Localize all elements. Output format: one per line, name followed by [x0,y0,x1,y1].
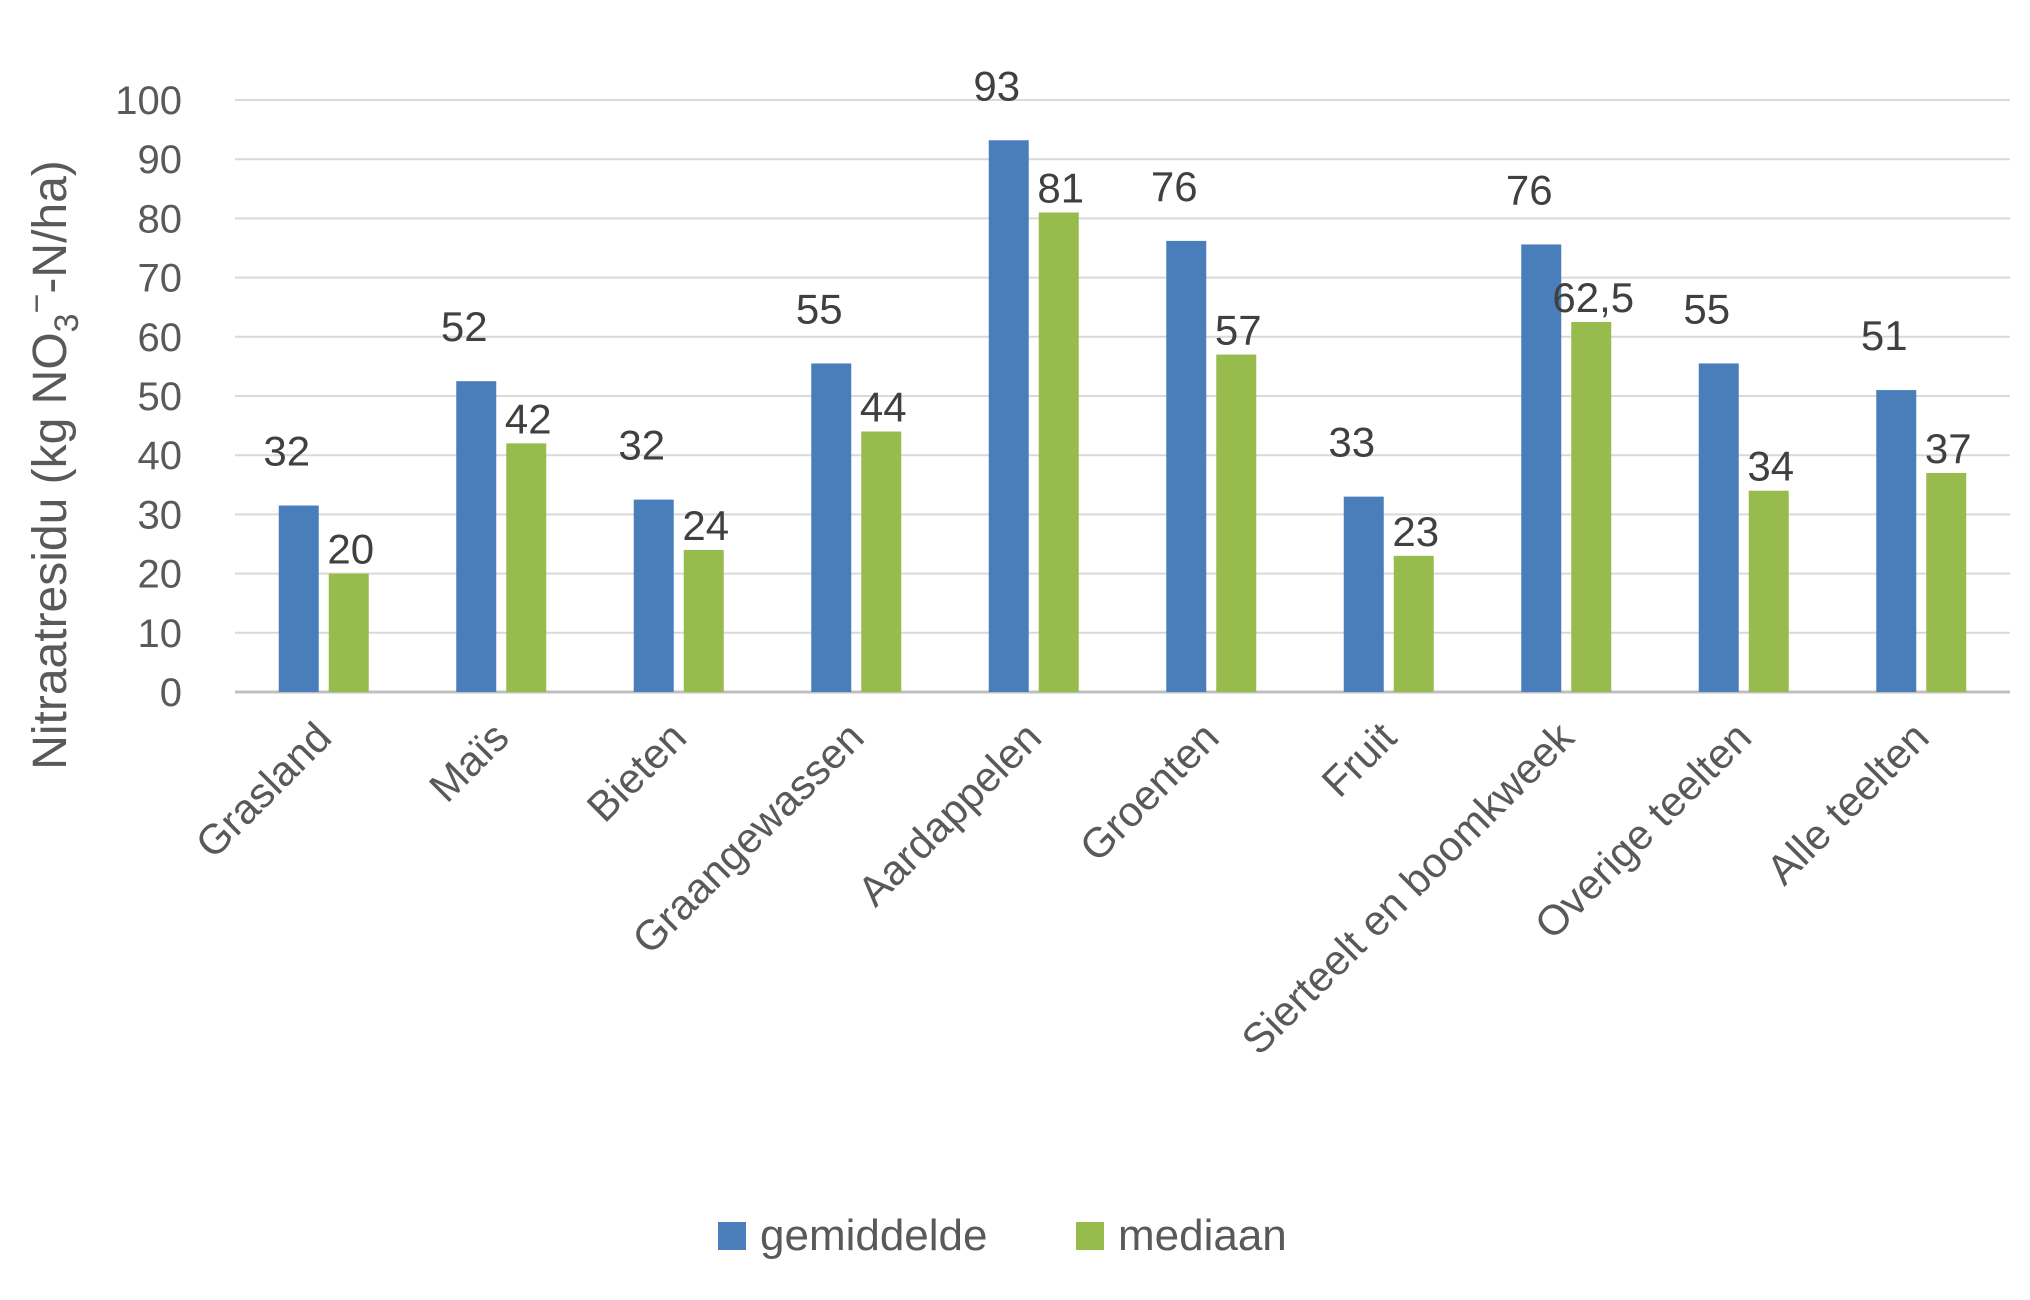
data-label-mediaan: 24 [682,502,729,549]
bar-gemiddelde [633,499,674,692]
data-label-mediaan: 57 [1215,307,1262,354]
y-tick-label: 30 [138,493,183,537]
y-tick-label: 90 [138,138,183,182]
data-label-mediaan: 81 [1037,164,1084,211]
x-tick-label: Sierteelt en boomkweek [1232,712,1583,1063]
y-tick-label: 10 [138,612,183,656]
data-label-gemiddelde: 93 [973,62,1020,109]
y-axis-title-suffix: -N/ha) [24,160,77,293]
x-tick-label: Grasland [186,713,340,867]
bar-mediaan [1393,555,1434,692]
y-axis-title-prefix: Nitraatresidu (kg NO [24,332,77,769]
bar-gemiddelde [811,363,852,692]
data-label-gemiddelde: 32 [618,422,665,469]
data-label-mediaan: 42 [505,395,552,442]
bar-gemiddelde [1343,496,1384,692]
bar-gemiddelde [1521,244,1562,692]
y-axis-title-subscript: 3 [48,313,86,332]
data-label-mediaan: 34 [1747,443,1794,490]
y-axis-title-superscript: − [18,294,56,314]
data-label-mediaan: 44 [860,384,907,431]
legend-swatch-gemiddelde [718,1222,746,1250]
data-label-mediaan: 20 [327,526,374,573]
y-tick-label: 0 [160,671,182,715]
bar-gemiddelde [988,140,1029,693]
bar-gemiddelde [1698,363,1739,692]
x-tick-label: Aardappelen [848,713,1050,915]
y-axis-ticks: 0 10 20 30 40 50 60 70 80 90 100 [115,79,182,715]
data-label-gemiddelde: 55 [1683,285,1730,332]
bar-gemiddelde [1876,390,1917,692]
y-tick-label: 20 [138,553,183,597]
bar-mediaan [506,443,547,692]
data-label-mediaan: 62,5 [1552,274,1634,321]
bar-mediaan [1748,490,1789,692]
legend-label-gemiddelde: gemiddelde [760,1211,988,1260]
data-label-gemiddelde: 55 [796,285,843,332]
data-label-gemiddelde: 33 [1328,419,1375,466]
y-tick-label: 50 [138,375,183,419]
data-label-gemiddelde: 76 [1151,163,1198,210]
bar-mediaan [328,573,369,692]
data-label-gemiddelde: 51 [1861,312,1908,359]
gridlines [235,99,2010,694]
x-tick-label: Maïs [420,713,518,811]
legend: gemiddelde mediaan [718,1211,1287,1260]
bars [278,140,1967,693]
bar-gemiddelde [1166,240,1207,692]
x-tick-label: Alle teelten [1757,713,1937,893]
bar-mediaan [1216,354,1257,692]
data-label-gemiddelde: 76 [1506,166,1553,213]
bar-mediaan [1571,322,1612,692]
bar-gemiddelde [278,505,319,692]
bar-gemiddelde [456,381,497,692]
y-tick-label: 60 [138,316,183,360]
bar-mediaan [683,549,724,692]
x-tick-label: Groenten [1071,713,1228,870]
data-labels: 32 20 52 42 32 24 55 44 93 81 76 57 33 23 76 62,5 55 34 51… [263,62,1971,572]
x-axis-labels: Grasland Maïs BietenGraangewassenAardappel… [186,712,1937,1063]
y-tick-label: 40 [138,434,183,478]
y-axis-title: Nitraatresidu (kg NO3−-N/ha) [18,160,86,770]
legend-label-mediaan: mediaan [1118,1211,1287,1260]
data-label-gemiddelde: 32 [263,428,310,475]
y-tick-label: 70 [138,257,183,301]
x-tick-label: Fruit [1312,713,1405,806]
y-tick-label: 80 [138,197,183,241]
bar-mediaan [1038,212,1079,693]
legend-swatch-mediaan [1076,1222,1104,1250]
x-tick-label: Bieten [578,713,695,830]
bar-mediaan [861,431,902,692]
data-label-gemiddelde: 52 [441,303,488,350]
y-tick-label: 100 [115,79,182,123]
data-label-mediaan: 37 [1925,425,1972,472]
data-label-mediaan: 23 [1392,508,1439,555]
bar-mediaan [1926,472,1967,692]
